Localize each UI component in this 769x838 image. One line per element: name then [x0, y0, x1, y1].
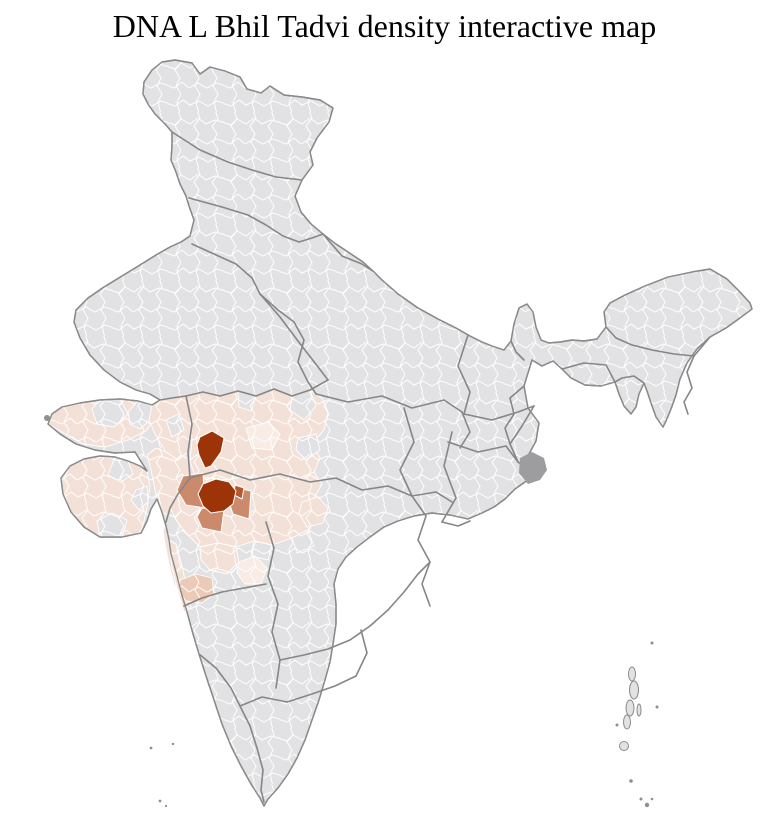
map-title: DNA L Bhil Tadvi density interactive map: [112, 8, 657, 44]
andaman-nicobar-islands[interactable]: [615, 641, 659, 808]
islet: [644, 802, 650, 808]
islet: [164, 804, 168, 808]
sundarbans-delta: [519, 452, 547, 484]
lakshadweep-islands[interactable]: [149, 742, 175, 808]
island[interactable]: [629, 680, 639, 700]
islet: [650, 797, 654, 801]
very-high-density-district-north[interactable]: [196, 430, 225, 469]
islet: [629, 779, 633, 783]
islet: [639, 797, 643, 801]
state-borders: [159, 131, 711, 803]
island[interactable]: [628, 666, 636, 682]
islet: [149, 746, 153, 750]
island[interactable]: [619, 741, 629, 751]
medium-density-district-west[interactable]: [176, 472, 206, 509]
islet: [158, 799, 162, 803]
island[interactable]: [623, 714, 631, 730]
islet: [171, 742, 175, 746]
islet: [655, 705, 659, 709]
islet: [650, 641, 654, 645]
highlight-districts[interactable]: [176, 430, 252, 533]
kutch-marsh-dot: [44, 415, 50, 421]
very-high-density-district-south[interactable]: [197, 478, 237, 514]
district-grid-texture: [48, 60, 752, 806]
islet: [615, 723, 619, 727]
island[interactable]: [636, 703, 642, 717]
island[interactable]: [625, 699, 635, 717]
